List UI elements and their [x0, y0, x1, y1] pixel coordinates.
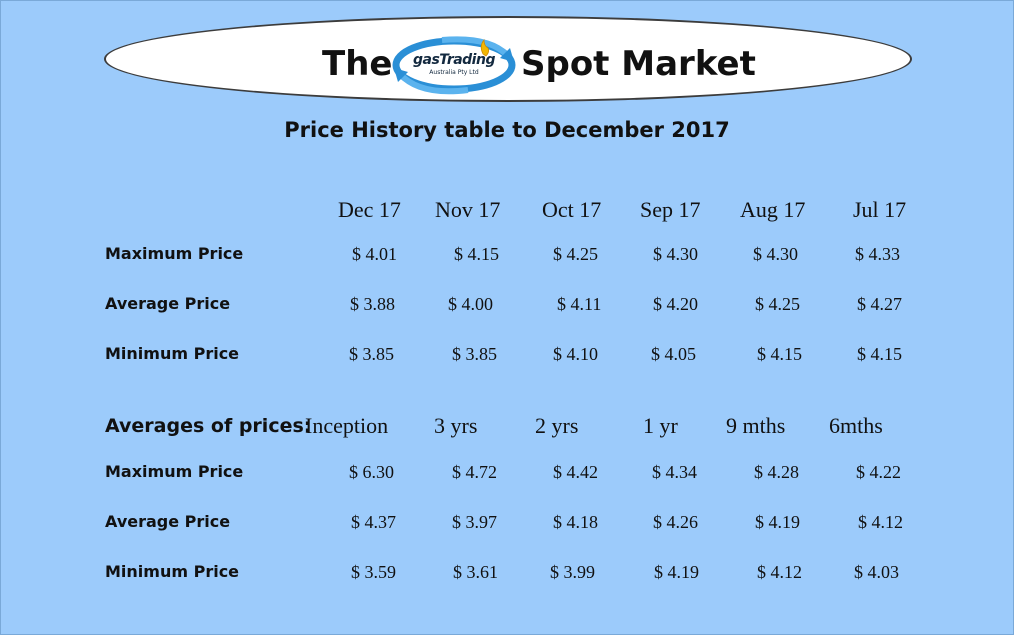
monthly-cell: $ 4.05	[651, 344, 696, 364]
averages-cell: $ 4.42	[553, 462, 598, 482]
averages-cell: $ 4.34	[652, 462, 697, 482]
monthly-row-label-avg: Average Price	[105, 294, 231, 313]
logo-name: gasTrading	[413, 52, 495, 68]
monthly-cell: $ 4.25	[755, 294, 800, 314]
monthly-cell: $ 3.88	[350, 294, 395, 314]
monthly-cell: $ 4.33	[855, 244, 900, 264]
monthly-cell: $ 4.01	[352, 244, 397, 264]
averages-cell: $ 4.22	[856, 462, 901, 482]
averages-header-0: Inception	[305, 413, 389, 438]
monthly-cell: $ 4.25	[553, 244, 598, 264]
averages-header-4: 9 mths	[726, 413, 786, 438]
averages-cell: $ 4.26	[653, 512, 698, 532]
averages-cell: $ 4.37	[351, 512, 396, 532]
monthly-cell: $ 3.85	[452, 344, 497, 364]
averages-cell: $ 4.12	[757, 562, 802, 582]
monthly-header-1: Nov 17	[435, 197, 501, 222]
banner-left-text: The	[322, 44, 393, 84]
monthly-row-label-min: Minimum Price	[105, 344, 240, 363]
averages-cell: $ 4.03	[854, 562, 899, 582]
averages-cell: $ 6.30	[349, 462, 394, 482]
monthly-cell: $ 4.15	[454, 244, 499, 264]
monthly-cell: $ 4.20	[653, 294, 698, 314]
averages-cell: $ 4.72	[452, 462, 497, 482]
monthly-cell: $ 4.10	[553, 344, 598, 364]
averages-cell: $ 4.19	[755, 512, 800, 532]
averages-label: Averages of prices:	[105, 415, 312, 437]
monthly-header-2: Oct 17	[542, 197, 602, 222]
monthly-row-label-max: Maximum Price	[105, 244, 244, 263]
averages-header-3: 1 yr	[643, 413, 678, 438]
averages-header-5: 6mths	[829, 413, 883, 438]
monthly-cell: $ 4.00	[448, 294, 493, 314]
monthly-header-0: Dec 17	[338, 197, 401, 222]
banner-right-text: Spot Market	[521, 44, 756, 84]
gastrading-logo: gasTrading Australia Pty Ltd	[390, 32, 518, 98]
averages-cell: $ 4.19	[654, 562, 699, 582]
flame-icon	[480, 38, 490, 57]
monthly-header-3: Sep 17	[640, 197, 701, 222]
monthly-cell: $ 4.15	[857, 344, 902, 364]
logo-subtitle: Australia Pty Ltd	[429, 69, 479, 76]
averages-cell: $ 4.28	[754, 462, 799, 482]
averages-cell: $ 3.99	[550, 562, 595, 582]
swirl-logo-icon	[392, 36, 516, 95]
monthly-header-5: Jul 17	[853, 197, 907, 222]
averages-row-label-avg: Average Price	[105, 512, 231, 531]
monthly-cell: $ 4.27	[857, 294, 902, 314]
averages-cell: $ 4.12	[858, 512, 903, 532]
monthly-cell: $ 4.15	[757, 344, 802, 364]
monthly-header-4: Aug 17	[740, 197, 806, 222]
averages-cell: $ 3.61	[453, 562, 498, 582]
monthly-cell: $ 4.11	[557, 294, 602, 314]
monthly-cell: $ 3.85	[349, 344, 394, 364]
averages-header-2: 2 yrs	[535, 413, 579, 438]
averages-header-1: 3 yrs	[434, 413, 478, 438]
averages-cell: $ 4.18	[553, 512, 598, 532]
averages-cell: $ 3.97	[452, 512, 497, 532]
monthly-cell: $ 4.30	[753, 244, 798, 264]
averages-row-label-min: Minimum Price	[105, 562, 240, 581]
title-banner	[104, 16, 912, 102]
averages-row-label-max: Maximum Price	[105, 462, 244, 481]
page-title: Price History table to December 2017	[284, 118, 730, 142]
monthly-cell: $ 4.30	[653, 244, 698, 264]
averages-cell: $ 3.59	[351, 562, 396, 582]
